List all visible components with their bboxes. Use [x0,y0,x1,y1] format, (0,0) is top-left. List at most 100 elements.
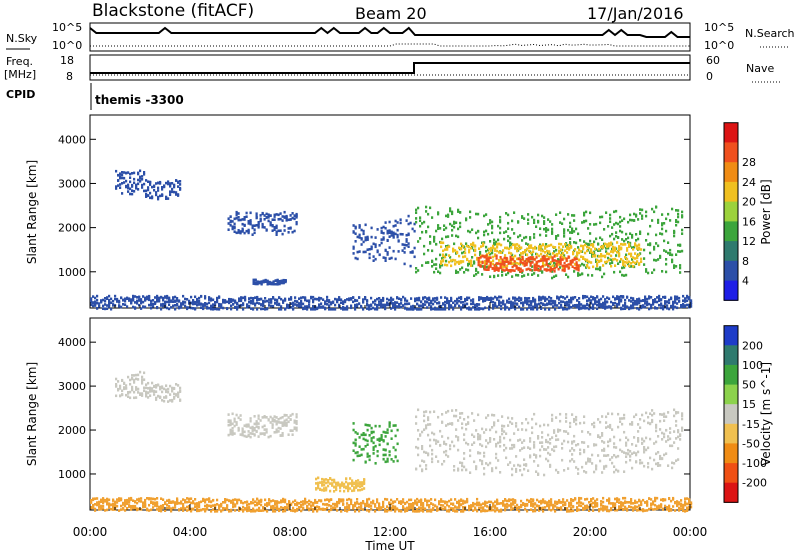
data-cell [245,229,248,233]
data-cell [453,468,456,472]
data-cell [459,412,462,415]
data-cell [518,244,521,248]
data-cell [609,213,612,217]
data-cell [669,248,672,252]
data-cell [208,296,211,299]
data-cell [676,295,679,299]
data-cell [452,308,455,311]
data-cell [274,506,277,509]
data-cell [545,269,548,272]
data-cell [477,263,480,267]
data-cell [515,467,518,471]
data-cell [649,251,652,255]
data-cell [483,431,486,434]
data-cell [661,457,664,460]
data-cell [106,304,109,307]
data-cell [512,306,515,309]
data-cell [523,260,526,263]
data-cell [603,441,606,444]
data-cell [632,297,635,300]
data-cell [457,436,460,439]
data-cell [360,453,363,457]
data-cell [128,499,131,503]
data-cell [514,243,517,246]
data-cell [426,306,429,309]
data-cell [361,481,364,484]
data-cell [523,262,526,266]
data-cell [124,499,127,502]
data-cell [214,301,217,304]
data-cell [567,213,570,216]
data-cell [168,300,171,303]
data-cell [632,306,635,310]
data-cell [155,390,158,393]
data-cell [497,419,500,422]
data-cell [582,244,585,248]
data-cell [220,304,223,307]
data-cell [575,443,578,447]
data-cell [553,250,556,253]
data-cell [485,428,488,431]
data-cell [362,232,365,236]
data-cell [406,308,409,311]
data-cell [233,226,236,230]
data-cell [576,254,579,257]
data-cell [442,302,445,305]
data-cell [501,432,504,436]
data-cell [139,169,142,173]
data-cell [228,499,231,502]
data-cell [482,300,485,303]
data-cell [571,231,574,234]
data-cell [90,300,93,304]
data-cell [169,393,172,396]
data-cell [519,464,522,468]
data-cell [220,306,223,309]
data-cell [182,507,185,511]
data-cell [537,437,540,440]
data-cell [386,457,389,461]
data-cell [445,453,448,457]
data-cell [263,433,266,436]
data-cell [162,297,165,300]
data-cell [252,278,255,282]
data-cell [618,295,621,299]
data-cell [625,238,628,241]
data-cell [655,462,658,466]
data-cell [234,305,237,309]
data-cell [461,412,464,415]
data-cell [364,461,367,464]
data-cell [558,298,561,301]
data-cell [671,466,674,470]
data-cell [681,414,684,418]
data-cell [599,236,602,240]
data-cell [273,215,276,218]
data-cell [218,505,221,509]
data-cell [654,306,657,309]
data-cell [352,441,355,445]
data-cell [537,472,540,476]
data-cell [509,269,512,272]
data-cell [500,261,503,264]
data-cell [248,506,251,509]
data-cell [214,510,217,513]
data-cell [194,302,197,306]
data-cell [370,235,373,239]
data-cell [293,426,296,429]
data-cell [663,453,666,457]
data-cell [133,190,136,193]
data-cell [269,434,272,438]
data-cell [561,458,564,462]
data-cell [403,246,406,250]
data-cell [447,409,450,413]
data-cell [482,307,485,311]
data-cell [172,300,175,303]
data-cell [675,253,678,256]
data-cell [202,499,205,502]
data-cell [231,412,234,416]
data-cell [539,267,542,271]
data-cell [420,300,423,304]
data-cell [577,232,580,236]
data-cell [362,250,365,254]
data-cell [494,253,497,256]
data-cell [609,262,612,265]
